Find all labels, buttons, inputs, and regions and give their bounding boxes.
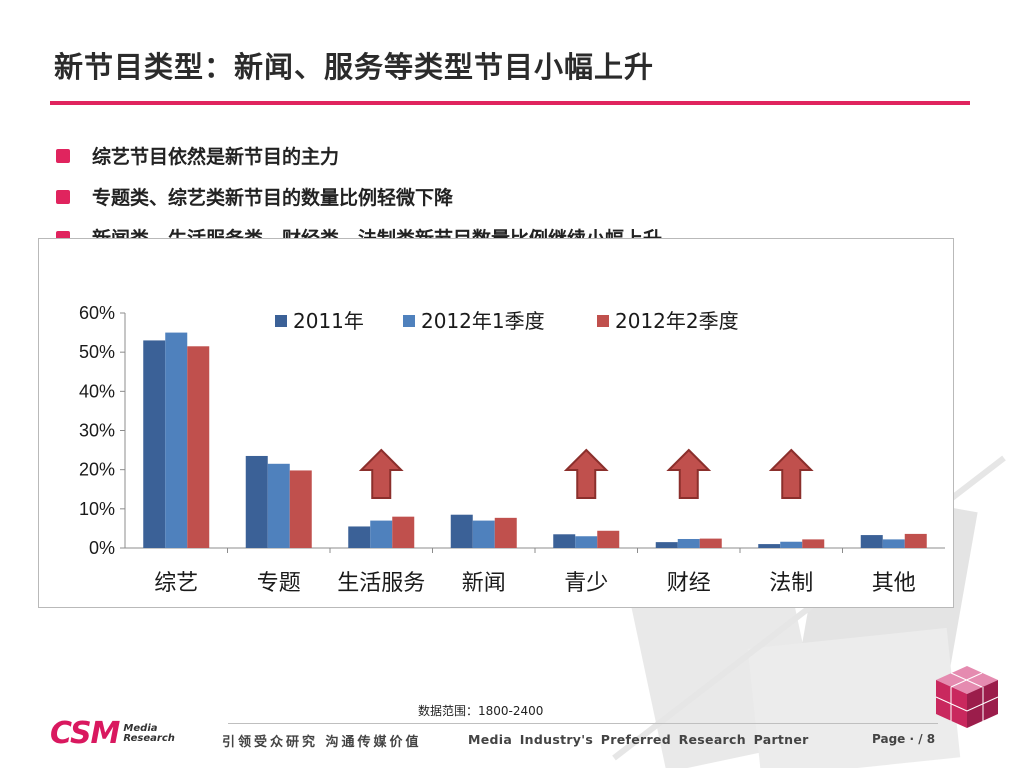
bar-3 — [904, 533, 927, 548]
title-divider — [50, 101, 970, 105]
page-number: Page · / 8 — [872, 732, 936, 746]
bullet-marker — [56, 148, 70, 163]
bullet-text: 综艺节目依然是新节目的主力 — [92, 146, 340, 168]
bar-3 — [289, 470, 312, 548]
legend-label: 2012年2季度 — [615, 309, 739, 333]
bar-1 — [450, 514, 473, 548]
legend-label: 2012年1季度 — [421, 309, 545, 333]
y-tick-label: 50% — [79, 342, 115, 362]
up-arrow-icon — [358, 448, 404, 499]
photo-cube-icon — [935, 666, 999, 728]
bar-2 — [267, 463, 290, 548]
x-category-label: 青少 — [564, 571, 608, 596]
bar-2 — [780, 541, 803, 548]
x-category-label: 其他 — [872, 571, 916, 596]
csm-logo: CSM Media Research — [50, 716, 175, 751]
legend-swatch — [403, 315, 415, 327]
up-arrow-icon — [563, 448, 609, 499]
bar-3 — [597, 530, 620, 548]
bar-2 — [575, 536, 598, 548]
slogan-chinese: 引领受众研究 沟通传媒价值 — [222, 735, 422, 750]
bar-chart: 0% 10% 20% 30% 40% 50% 60% 综艺 专题 生活服务 新闻 青少 财经 法制 其他 20… — [79, 303, 945, 596]
bar-2 — [472, 520, 495, 548]
bullet-item: 综艺节目依然是新节目的主力 — [56, 135, 662, 176]
up-arrow-icon — [768, 448, 814, 499]
bar-1 — [143, 340, 166, 548]
logo-sub-line-1: Media — [123, 722, 158, 734]
data-range-note: 数据范围：1800-2400 — [418, 704, 544, 718]
y-tick-label: 40% — [79, 381, 115, 401]
x-category-label: 综艺 — [154, 571, 198, 596]
y-tick-label: 10% — [79, 499, 115, 519]
x-category-label: 财经 — [667, 571, 711, 596]
y-tick-label: 60% — [79, 303, 115, 323]
bar-2 — [677, 538, 700, 548]
bar-1 — [758, 544, 781, 548]
bar-1 — [245, 455, 268, 548]
logo-sub-line-2: Research — [123, 732, 175, 744]
bar-3 — [494, 517, 517, 548]
bar-3 — [187, 346, 210, 548]
slogan-english: Media Industry's Preferred Research Part… — [468, 732, 809, 747]
legend-label: 2011年 — [293, 309, 364, 333]
bar-1 — [860, 535, 883, 548]
footer-divider — [228, 723, 938, 724]
x-category-label: 法制 — [769, 571, 813, 596]
y-tick-label: 30% — [79, 421, 115, 441]
bullet-text: 专题类、综艺类新节目的数量比例轻微下降 — [92, 187, 454, 209]
legend-swatch — [597, 315, 609, 327]
bar-3 — [392, 516, 415, 548]
up-arrow-icon — [666, 448, 712, 499]
y-tick-label: 20% — [79, 460, 115, 480]
x-category-label: 专题 — [257, 571, 301, 596]
x-category-label: 新闻 — [462, 571, 506, 596]
bar-1 — [655, 542, 678, 548]
chart-container: 0% 10% 20% 30% 40% 50% 60% 综艺 专题 生活服务 新闻 青少 财经 法制 其他 20… — [38, 238, 954, 608]
y-tick-label: 0% — [89, 538, 115, 558]
bar-2 — [165, 332, 188, 548]
logo-subtitle: Media Research — [123, 722, 175, 744]
bar-1 — [553, 534, 576, 548]
slide-title: 新节目类型：新闻、服务等类型节目小幅上升 — [54, 50, 655, 84]
bullet-marker — [56, 189, 70, 204]
bar-3 — [699, 538, 722, 548]
bullet-item: 专题类、综艺类新节目的数量比例轻微下降 — [56, 176, 662, 217]
legend-swatch — [275, 315, 287, 327]
bar-3 — [802, 539, 825, 548]
bar-1 — [348, 526, 371, 548]
bar-2 — [882, 539, 905, 548]
x-category-label: 生活服务 — [337, 571, 425, 596]
bar-2 — [370, 520, 393, 548]
logo-wordmark: CSM — [50, 716, 120, 751]
